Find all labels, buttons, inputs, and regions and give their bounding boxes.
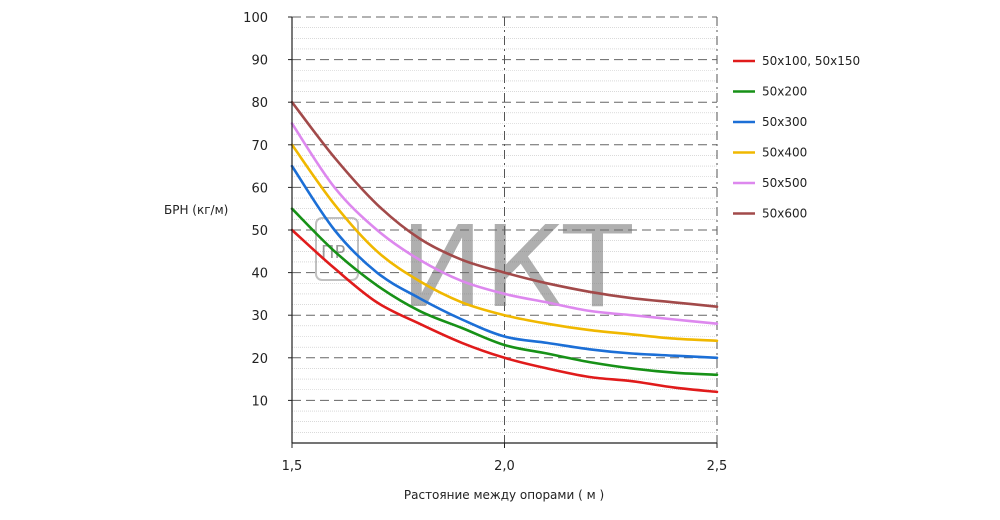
x-tick-label: 2,0 xyxy=(494,459,515,474)
y-axis-title: БРН (кг/м) xyxy=(164,203,228,217)
y-tick-label: 20 xyxy=(251,352,268,367)
watermark-logo-text: ПР xyxy=(321,242,346,263)
series-lines xyxy=(290,100,719,394)
y-tick-label: 70 xyxy=(251,139,268,154)
y-tick-label: 40 xyxy=(251,267,268,282)
x-tick-labels: 1,5 2,0 2,5 xyxy=(282,443,728,474)
y-tick-labels: 10 20 30 40 50 60 70 80 90 100 xyxy=(243,11,292,409)
x-tick-label: 2,5 xyxy=(707,459,728,474)
x-tick-label: 1,5 xyxy=(282,459,303,474)
watermark: ИКТ ПР xyxy=(315,203,632,333)
legend: 50х100, 50х150 50х200 50х300 50х400 50х500 50… xyxy=(733,54,860,221)
series-line xyxy=(290,228,719,394)
grid xyxy=(292,16,718,443)
series-line xyxy=(290,122,719,325)
x-axis-title: Растояние между опорами ( м ) xyxy=(404,488,604,502)
series-line xyxy=(290,143,719,343)
legend-label: 50х400 xyxy=(762,146,807,160)
y-tick-label: 100 xyxy=(243,11,268,26)
series-line xyxy=(290,207,719,377)
y-tick-label: 80 xyxy=(251,96,268,111)
series-line xyxy=(290,164,719,360)
y-tick-label: 90 xyxy=(251,54,268,69)
legend-label: 50х500 xyxy=(762,176,807,190)
legend-label: 50х100, 50х150 xyxy=(762,54,860,68)
watermark-logo: ПР xyxy=(315,217,359,281)
series-line xyxy=(290,100,719,308)
y-tick-label: 30 xyxy=(251,309,268,324)
y-tick-label: 60 xyxy=(251,181,268,196)
y-tick-label: 50 xyxy=(251,224,268,239)
legend-label: 50х200 xyxy=(762,85,807,99)
legend-label: 50х300 xyxy=(762,115,807,129)
legend-label: 50х600 xyxy=(762,207,807,221)
y-tick-label: 10 xyxy=(251,394,268,409)
